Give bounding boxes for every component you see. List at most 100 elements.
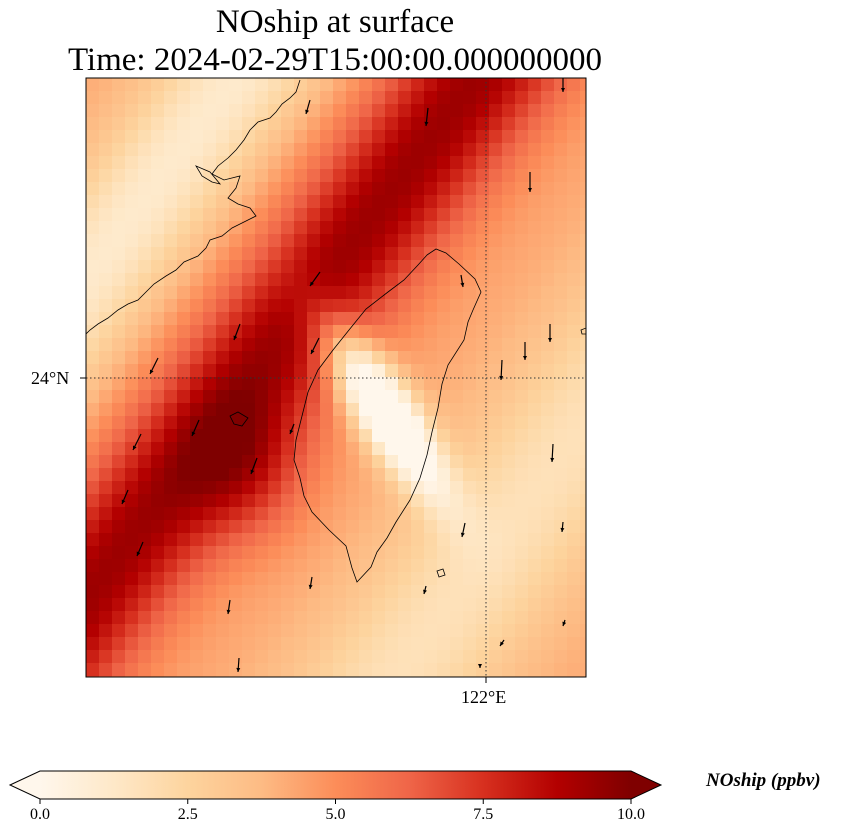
field-cell <box>346 208 360 222</box>
field-cell <box>554 481 568 495</box>
field-cell <box>450 637 464 651</box>
field-cell <box>86 221 100 235</box>
field-cell <box>333 364 347 378</box>
field-cell <box>580 507 586 521</box>
field-cell <box>216 325 230 339</box>
field-cell <box>112 325 126 339</box>
field-cell <box>567 104 581 118</box>
field-cell <box>164 481 178 495</box>
field-cell <box>99 156 113 170</box>
field-cell <box>476 234 490 248</box>
field-cell <box>580 299 586 313</box>
colorbar-gradient <box>40 771 631 799</box>
field-cell <box>177 572 191 586</box>
field-cell <box>372 507 386 521</box>
field-cell <box>190 273 204 287</box>
field-cell <box>294 247 308 261</box>
field-cell <box>138 585 152 599</box>
field-cell <box>580 195 586 209</box>
field-cell <box>138 325 152 339</box>
field-cell <box>281 156 295 170</box>
field-cell <box>372 117 386 131</box>
field-cell <box>463 182 477 196</box>
field-cell <box>476 299 490 313</box>
field-cell <box>307 520 321 534</box>
field-cell <box>164 533 178 547</box>
field-cell <box>476 325 490 339</box>
field-cell <box>320 585 334 599</box>
field-cell <box>281 143 295 157</box>
field-cell <box>268 117 282 131</box>
field-cell <box>489 273 503 287</box>
field-cell <box>151 429 165 443</box>
field-cell <box>203 377 217 391</box>
field-cell <box>515 559 529 573</box>
field-cell <box>294 312 308 326</box>
field-cell <box>515 338 529 352</box>
field-cell <box>411 533 425 547</box>
field-cell <box>255 598 269 612</box>
field-cell <box>151 585 165 599</box>
field-cell <box>177 468 191 482</box>
field-cell <box>281 390 295 404</box>
field-cell <box>489 520 503 534</box>
field-cell <box>437 416 451 430</box>
field-cell <box>112 624 126 638</box>
colorbar-tick-label: 2.5 <box>177 806 198 823</box>
field-cell <box>580 143 586 157</box>
field-cell <box>164 546 178 560</box>
field-cell <box>203 156 217 170</box>
field-cell <box>151 234 165 248</box>
field-cell <box>489 585 503 599</box>
field-cell <box>385 130 399 144</box>
field-cell <box>515 455 529 469</box>
field-cell <box>112 481 126 495</box>
field-cell <box>268 325 282 339</box>
field-cell <box>580 91 586 105</box>
field-cell <box>528 533 542 547</box>
field-cell <box>281 78 295 92</box>
field-cell <box>216 338 230 352</box>
field-cell <box>359 91 373 105</box>
field-cell <box>177 507 191 521</box>
field-cell <box>476 429 490 443</box>
field-cell <box>502 273 516 287</box>
field-cell <box>580 611 586 625</box>
field-cell <box>294 143 308 157</box>
field-cell <box>86 130 100 144</box>
field-cell <box>580 338 586 352</box>
field-cell <box>398 299 412 313</box>
field-cell <box>385 416 399 430</box>
field-cell <box>177 156 191 170</box>
field-cell <box>242 442 256 456</box>
field-cell <box>567 78 581 92</box>
field-cell <box>424 429 438 443</box>
field-cell <box>372 377 386 391</box>
field-cell <box>463 416 477 430</box>
wind-arrow <box>548 324 552 342</box>
field-cell <box>567 377 581 391</box>
field-cell <box>385 104 399 118</box>
field-cell <box>398 195 412 209</box>
field-cell <box>138 78 152 92</box>
field-cell <box>268 130 282 144</box>
field-cell <box>463 130 477 144</box>
field-cell <box>385 637 399 651</box>
field-cell <box>164 260 178 274</box>
field-cell <box>385 533 399 547</box>
field-cell <box>541 429 555 443</box>
field-cell <box>281 585 295 599</box>
field-cell <box>177 637 191 651</box>
field-cell <box>190 221 204 235</box>
field-cell <box>476 260 490 274</box>
field-cell <box>86 377 100 391</box>
field-cell <box>541 533 555 547</box>
field-cell <box>346 455 360 469</box>
field-cell <box>567 169 581 183</box>
field-cell <box>242 416 256 430</box>
field-cell <box>528 468 542 482</box>
field-cell <box>346 585 360 599</box>
field-cell <box>125 468 139 482</box>
field-cell <box>151 351 165 365</box>
